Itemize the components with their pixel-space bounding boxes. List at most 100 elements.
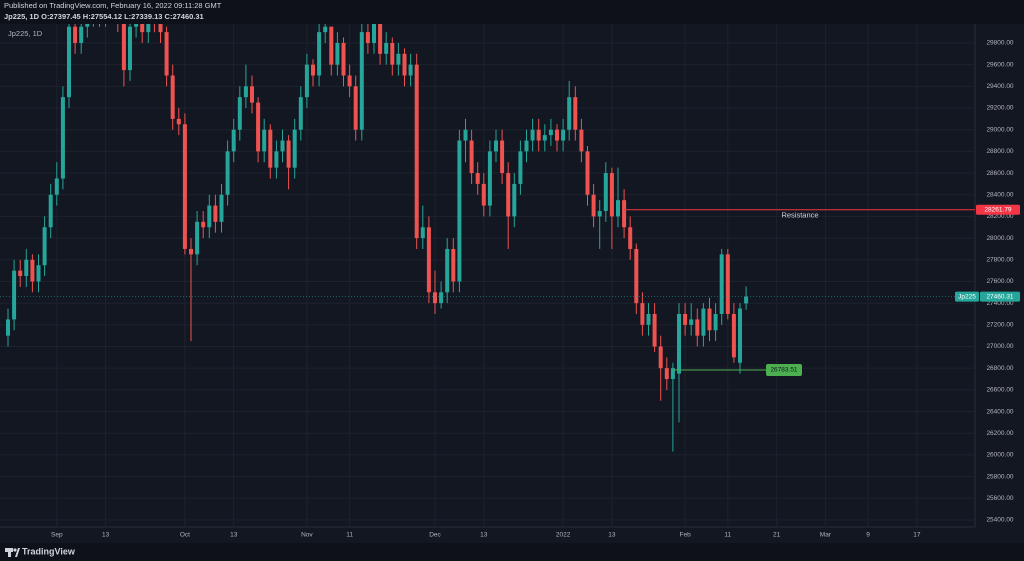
candle-body: [213, 205, 218, 222]
candle-body: [85, 24, 90, 27]
last-price-box: [980, 291, 1020, 302]
candle-body: [286, 140, 291, 168]
candle-body: [408, 64, 413, 76]
x-tick-label: 13: [480, 532, 488, 539]
candle-body: [207, 205, 212, 228]
candle-body: [555, 129, 559, 141]
x-tick-label: 2022: [556, 532, 571, 539]
candle-body: [646, 313, 651, 325]
support-price-box: [766, 363, 802, 376]
candle-body: [652, 313, 657, 347]
y-tick-label: 26400.00: [986, 408, 1013, 415]
candle-body: [60, 97, 65, 179]
candle-body: [463, 129, 468, 141]
candle-body: [402, 53, 407, 76]
candle-body: [695, 319, 700, 336]
candle-body: [36, 265, 41, 282]
y-tick-label: 27000.00: [986, 343, 1013, 350]
candle-body: [597, 210, 602, 217]
candle-body: [683, 313, 688, 325]
candle-body: [738, 308, 742, 363]
candle-body: [195, 221, 200, 255]
candle-body: [225, 151, 230, 195]
candle-body: [701, 308, 706, 336]
y-tick-label: 29400.00: [986, 83, 1013, 90]
candle-body: [475, 173, 480, 184]
resistance-price-label: 28261.79: [984, 206, 1011, 213]
candle-body: [658, 346, 663, 369]
candle-body: [500, 140, 505, 174]
candle-body: [622, 200, 627, 228]
candle-body: [164, 32, 169, 76]
candle-body: [189, 248, 193, 255]
x-tick-label: Mar: [820, 532, 832, 539]
candle-body: [512, 183, 517, 217]
candle-body: [365, 32, 370, 43]
candle-body: [548, 129, 553, 136]
x-tick-label: 11: [724, 532, 731, 539]
published-note: Published on TradingView.com, February 1…: [4, 1, 222, 10]
x-tick-label: 21: [773, 532, 781, 539]
candle-body: [170, 75, 175, 119]
y-tick-label: 28000.00: [986, 235, 1013, 242]
candle-body: [158, 24, 163, 33]
candle-body: [30, 259, 35, 282]
x-tick-label: 13: [230, 532, 238, 539]
brand: TradingView: [22, 546, 76, 556]
candle-body: [542, 135, 547, 141]
x-tick-label: Feb: [679, 532, 691, 539]
candle-body: [713, 313, 718, 331]
candle-body: [311, 64, 315, 76]
x-tick-label: 13: [608, 532, 616, 539]
candle-body: [372, 24, 376, 43]
x-tick-label: Sep: [51, 532, 63, 539]
candle-body: [67, 26, 71, 98]
candle-body: [6, 319, 10, 336]
candle-body: [670, 368, 675, 380]
candle-body: [603, 173, 608, 211]
candle-body: [134, 24, 139, 27]
candle-body: [12, 270, 17, 320]
candle-body: [231, 129, 236, 152]
x-tick-label: Oct: [180, 532, 190, 539]
candle-body: [176, 118, 181, 125]
candle-body: [341, 42, 346, 76]
y-tick-label: 27200.00: [986, 322, 1013, 329]
candle-body: [439, 292, 444, 304]
y-tick-label: 25400.00: [986, 517, 1013, 524]
logo-shape: [15, 548, 20, 557]
logo-shape: [13, 548, 17, 552]
candle-body: [433, 292, 437, 304]
candle-body: [335, 42, 340, 65]
candle-body: [640, 303, 645, 325]
resistance-text: Resistance: [781, 211, 818, 220]
support-price-label: 26783.51: [770, 367, 797, 374]
candle-body: [616, 200, 620, 217]
candle-body: [128, 26, 132, 71]
brand-logo: [5, 548, 20, 557]
last-price-label: 27460.31: [986, 293, 1013, 300]
candle-body: [530, 129, 535, 141]
candle-body: [725, 254, 730, 314]
y-tick-label: 28400.00: [986, 191, 1013, 198]
candle-body: [414, 64, 419, 239]
candle-body: [304, 64, 309, 98]
plot-area: [0, 24, 975, 527]
candle-body: [292, 129, 297, 168]
symbol-box: [955, 291, 979, 302]
y-tick-label: 25800.00: [986, 473, 1013, 480]
y-tick-label: 26200.00: [986, 430, 1013, 437]
candle-body: [457, 140, 462, 282]
candle-body: [121, 24, 126, 71]
y-tick-label: 28600.00: [986, 170, 1013, 177]
candle-body: [219, 194, 224, 222]
candle-body: [79, 26, 84, 43]
candle-body: [280, 140, 285, 152]
y-tick-label: 25600.00: [986, 495, 1013, 502]
x-tick-label: 17: [913, 532, 921, 539]
symbol-label: Jp225: [958, 293, 976, 300]
y-tick-label: 29600.00: [986, 61, 1013, 68]
candle-body: [140, 24, 145, 33]
candle-body: [518, 151, 523, 184]
